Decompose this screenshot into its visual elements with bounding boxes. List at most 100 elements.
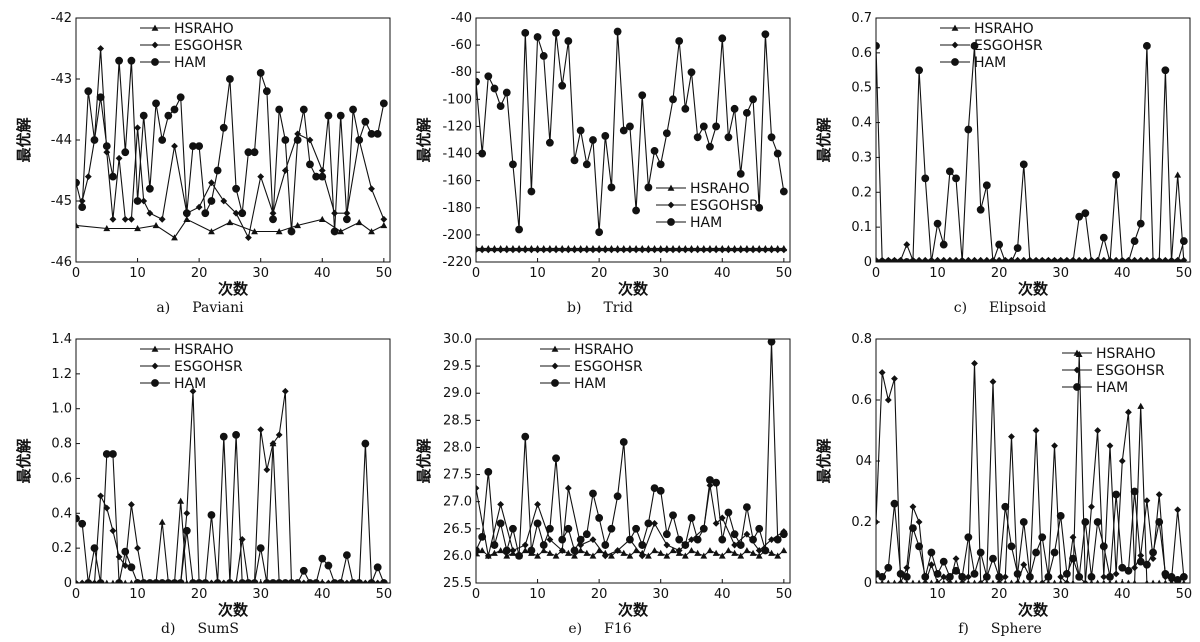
data-point (478, 533, 487, 541)
data-point (1081, 518, 1090, 526)
data-point (325, 579, 332, 583)
data-point (96, 579, 105, 583)
data-point (208, 179, 215, 187)
x-tick-label: 40 (714, 266, 731, 281)
data-point (484, 467, 493, 476)
data-point (476, 546, 480, 555)
data-point (123, 579, 128, 583)
data-point (534, 500, 541, 508)
data-point (1034, 579, 1038, 583)
data-point (1112, 256, 1120, 262)
data-point (945, 572, 954, 581)
data-point (294, 222, 302, 229)
data-point (743, 530, 751, 538)
data-point (476, 549, 480, 556)
data-point (84, 87, 93, 96)
data-point (1106, 442, 1114, 450)
series-HSRAHO (76, 440, 386, 583)
data-point (226, 75, 234, 83)
data-point (509, 547, 517, 554)
data-point (927, 548, 936, 557)
x-tick-label: 50 (1176, 266, 1193, 281)
legend-marker (151, 379, 159, 387)
x-tick-label: 20 (991, 266, 1008, 281)
y-tick-label: 0.2 (851, 185, 872, 200)
series-line (476, 485, 785, 558)
x-tick-label: 30 (1052, 587, 1069, 602)
data-point (1161, 256, 1169, 262)
data-point (293, 579, 302, 583)
data-point (706, 142, 714, 151)
data-point (250, 579, 259, 583)
data-point (171, 234, 178, 241)
data-point (583, 246, 591, 254)
data-point (712, 478, 721, 487)
data-point (1081, 579, 1089, 583)
y-tick-label: 0.5 (851, 81, 872, 96)
data-point (934, 256, 941, 262)
data-point (903, 241, 911, 248)
data-point (84, 173, 92, 180)
data-point (989, 258, 997, 262)
data-point (896, 569, 905, 578)
data-point (884, 396, 892, 404)
data-point (669, 511, 677, 520)
data-point (515, 246, 523, 254)
data-point (1112, 570, 1120, 578)
data-point (620, 246, 628, 254)
data-point (158, 215, 166, 223)
series-HSRAHO (876, 171, 1187, 262)
data-point (958, 579, 966, 583)
data-point (177, 497, 185, 504)
data-point (693, 535, 702, 544)
y-tick-label: 0.2 (51, 541, 72, 556)
x-tick-label: 20 (191, 266, 208, 281)
data-point (995, 256, 1003, 262)
data-point (121, 562, 129, 569)
data-point (1125, 408, 1132, 416)
y-tick-label: 0.6 (851, 393, 872, 408)
data-point (476, 484, 480, 492)
data-point (1131, 256, 1138, 262)
data-point (589, 136, 597, 144)
data-point (780, 246, 788, 254)
data-point (730, 104, 739, 113)
legend-marker (667, 201, 675, 209)
data-point (958, 572, 967, 581)
legend-marker (667, 218, 675, 226)
data-point (570, 546, 579, 555)
caption-name: Trid (603, 300, 633, 316)
series-HSRAHO (76, 215, 388, 241)
caption-letter: d) (161, 621, 176, 637)
data-point (876, 41, 880, 50)
data-point (232, 209, 240, 217)
data-point (558, 81, 567, 90)
data-point (1057, 573, 1065, 581)
data-point (656, 160, 665, 169)
data-point (669, 547, 677, 554)
data-point (890, 499, 899, 508)
data-point (1058, 579, 1063, 583)
data-point (725, 547, 732, 554)
legend-marker (151, 345, 159, 352)
legend-label: ESGOHSR (974, 38, 1043, 54)
data-point (613, 492, 622, 501)
data-point (219, 123, 228, 132)
data-point (78, 203, 87, 211)
data-point (1161, 66, 1170, 75)
data-point (632, 547, 640, 554)
data-point (749, 549, 757, 556)
x-axis-label: 次数 (1018, 280, 1049, 298)
legend-label: HAM (690, 215, 722, 231)
data-point (564, 484, 572, 492)
data-point (355, 218, 363, 226)
data-point (718, 246, 726, 254)
data-point (1081, 256, 1089, 262)
data-point (312, 579, 321, 583)
x-tick-label: 0 (72, 266, 80, 281)
data-point (484, 246, 492, 254)
data-point (91, 579, 98, 583)
data-point (632, 524, 640, 533)
x-axis-label: 次数 (1018, 601, 1049, 619)
